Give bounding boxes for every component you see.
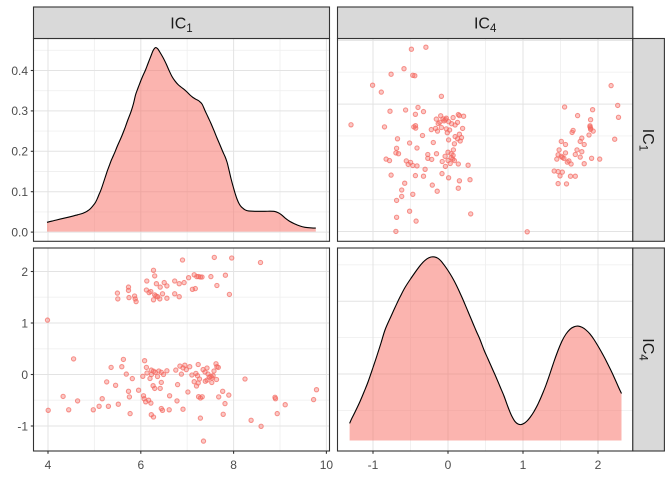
svg-text:0.2: 0.2 — [11, 145, 28, 159]
svg-text:1: 1 — [520, 458, 527, 472]
svg-text:1: 1 — [21, 316, 28, 330]
svg-text:0.3: 0.3 — [11, 104, 28, 118]
svg-text:8: 8 — [230, 458, 237, 472]
svg-text:-1: -1 — [17, 419, 28, 433]
svg-text:0.0: 0.0 — [11, 225, 28, 239]
svg-text:2: 2 — [21, 265, 28, 279]
svg-text:6: 6 — [137, 458, 144, 472]
svg-text:2: 2 — [595, 458, 602, 472]
svg-text:0.4: 0.4 — [11, 64, 28, 78]
svg-text:0: 0 — [21, 368, 28, 382]
svg-text:4: 4 — [45, 458, 52, 472]
svg-text:10: 10 — [320, 458, 334, 472]
svg-text:0: 0 — [445, 458, 452, 472]
svg-text:-1: -1 — [368, 458, 379, 472]
svg-text:0.1: 0.1 — [11, 185, 28, 199]
